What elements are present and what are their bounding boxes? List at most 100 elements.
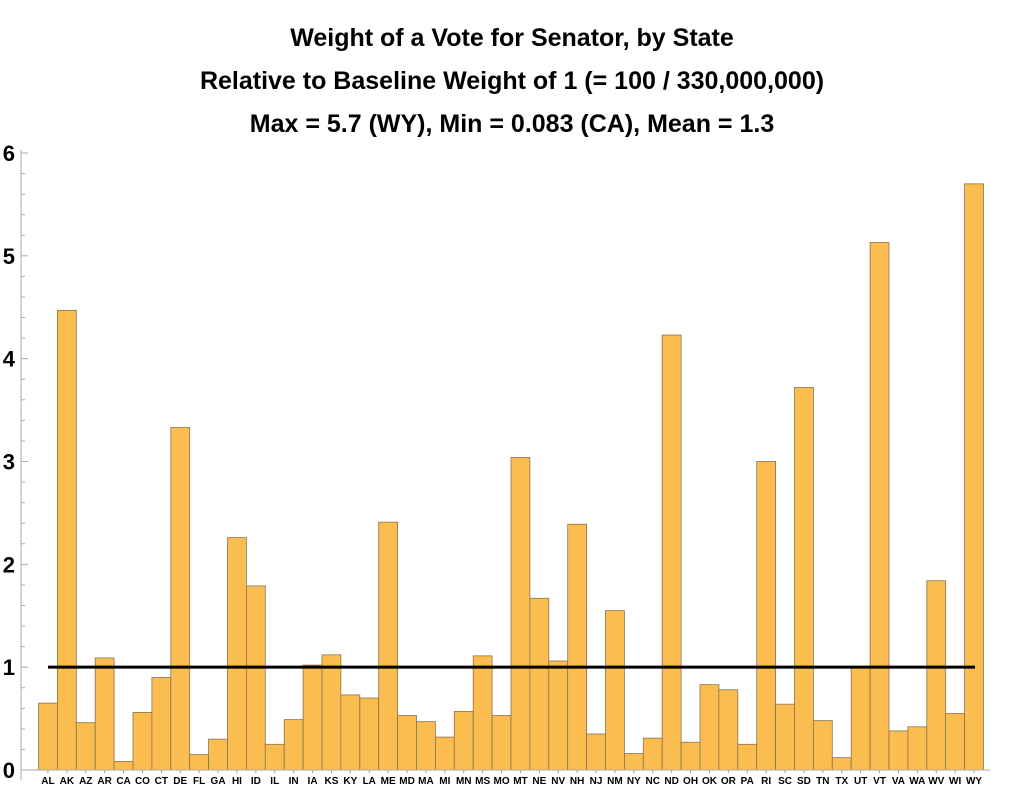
bar-pa [737, 743, 758, 771]
bar-ia [302, 664, 323, 771]
x-tick-label: CT [155, 776, 168, 787]
bar-mi [434, 736, 455, 771]
x-tick-label: NM [607, 776, 623, 787]
x-tick-label: WA [909, 776, 925, 787]
bar-nc [642, 737, 663, 771]
x-tick-label: MD [399, 776, 415, 787]
x-tick-label: MN [456, 776, 472, 787]
y-tick-label: 3 [3, 450, 15, 475]
bar-nm [605, 610, 625, 771]
x-tick-label: KY [343, 776, 357, 787]
x-tick-label: AL [41, 776, 54, 787]
x-tick-label: GA [211, 776, 226, 787]
bar-sd [794, 387, 814, 771]
bar-de [170, 427, 191, 771]
bar-ut [850, 666, 871, 771]
bar-ks [321, 654, 342, 771]
bar-mo [491, 715, 512, 771]
x-tick-label: TX [835, 776, 848, 787]
x-tick-label: ID [251, 776, 261, 787]
x-tick-label: NH [570, 776, 584, 787]
y-tick-label: 2 [3, 552, 15, 577]
y-tick-label: 6 [3, 141, 15, 166]
x-tick-label: TN [816, 776, 829, 787]
bar-ri [756, 461, 777, 771]
x-tick-label: OK [702, 776, 718, 787]
bar-mt [510, 456, 531, 771]
x-tick-label: PA [741, 776, 754, 787]
bar-tx [831, 757, 852, 771]
x-tick-label: SD [797, 776, 811, 787]
x-tick-label: AK [60, 776, 75, 787]
bar-ky [340, 694, 361, 771]
x-tick-label: OH [683, 776, 698, 787]
bar-sc [775, 703, 795, 771]
bar-ar [94, 657, 115, 771]
x-tick-label: WI [949, 776, 961, 787]
x-tick-label: NC [646, 776, 660, 787]
chart-title-line-3: Max = 5.7 (WY), Min = 0.083 (CA), Mean =… [250, 110, 774, 138]
x-tick-label: CO [135, 776, 150, 787]
bar-ny [624, 753, 644, 771]
x-tick-label: MO [493, 776, 509, 787]
x-tick-label: UT [854, 776, 867, 787]
bar-wv [926, 580, 947, 771]
chart-title-line-2: Relative to Baseline Weight of 1 (= 100 … [200, 67, 824, 95]
bar-md [397, 715, 417, 771]
bar-la [359, 697, 380, 771]
bar-ma [416, 721, 436, 771]
bar-nv [548, 660, 569, 771]
x-tick-label: IL [270, 776, 279, 787]
x-tick-label: KS [324, 776, 338, 787]
bar-ak [57, 309, 77, 771]
x-tick-label: MA [418, 776, 434, 787]
x-tick-label: AZ [79, 776, 92, 787]
bar-vt [869, 242, 890, 771]
x-tick-label: CA [116, 776, 130, 787]
chart-title-line-1: Weight of a Vote for Senator, by State [290, 24, 734, 52]
bar-ct [151, 677, 172, 771]
x-tick-label: NE [532, 776, 546, 787]
x-tick-label: DE [173, 776, 187, 787]
bar-co [132, 712, 153, 771]
bar-mn [453, 710, 474, 771]
x-tick-label: HI [232, 776, 242, 787]
y-tick-label: 1 [3, 655, 15, 680]
bar-wy [964, 183, 984, 771]
x-tick-label: VA [892, 776, 905, 787]
bar-nh [567, 523, 588, 771]
bar-wa [907, 726, 928, 771]
bar-nj [586, 733, 606, 771]
x-tick-label: NV [551, 776, 565, 787]
bar-hi [227, 537, 247, 771]
x-tick-label: IA [308, 776, 318, 787]
bar-id [245, 585, 266, 771]
bar-oh [680, 741, 701, 771]
bar-il [264, 743, 285, 771]
bar-or [718, 689, 739, 771]
bar-al [38, 702, 58, 771]
x-tick-label: FL [193, 776, 205, 787]
x-tick-label: NY [627, 776, 641, 787]
bar-tn [813, 720, 833, 771]
y-tick-label: 4 [3, 347, 16, 372]
x-tick-label: MT [513, 776, 527, 787]
x-tick-label: AR [97, 776, 112, 787]
bar-in [283, 719, 304, 771]
x-tick-label: LA [363, 776, 376, 787]
bar-ne [529, 597, 550, 771]
x-tick-label: SC [778, 776, 792, 787]
bar-ca [113, 761, 134, 771]
x-tick-label: WY [966, 776, 982, 787]
x-tick-label: ND [664, 776, 678, 787]
x-tick-label: WV [928, 776, 944, 787]
bar-nd [661, 334, 682, 771]
bar-ga [208, 738, 228, 771]
bar-va [888, 730, 909, 771]
x-tick-label: ME [381, 776, 396, 787]
x-tick-label: RI [761, 776, 771, 787]
x-tick-label: NJ [590, 776, 603, 787]
bar-az [75, 722, 96, 771]
x-tick-label: IN [289, 776, 299, 787]
